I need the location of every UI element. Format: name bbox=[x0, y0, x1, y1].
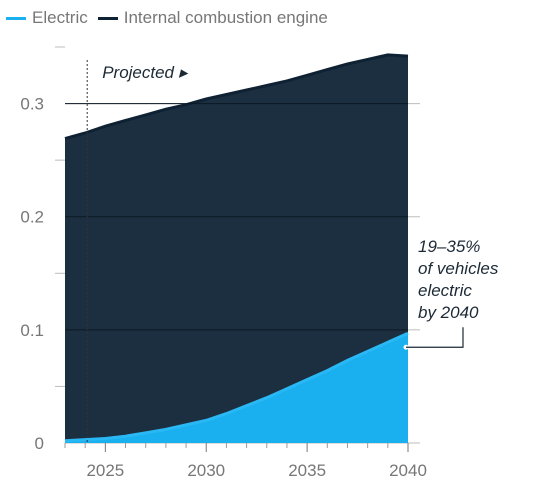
ice-area bbox=[65, 54, 408, 441]
y-tick-label: 0.3 bbox=[20, 95, 44, 114]
area-layer bbox=[64, 53, 409, 443]
annotation-leader bbox=[406, 327, 464, 348]
x-tick-label: 2035 bbox=[288, 461, 326, 480]
axis-layer: 0 0.1 0.2 0.3 2025 2030 2035 2040 bbox=[20, 95, 427, 480]
x-tick-label: 2040 bbox=[389, 461, 427, 480]
x-tick-label: 2025 bbox=[86, 461, 124, 480]
legend-swatch-electric bbox=[6, 16, 26, 20]
annotation-text-line: 19–35% bbox=[418, 237, 480, 256]
x-tick-label: 2030 bbox=[187, 461, 225, 480]
ice-line bbox=[64, 53, 409, 141]
y-tick-label: 0 bbox=[35, 434, 44, 453]
legend: Electric Internal combustion engine bbox=[6, 8, 338, 28]
legend-label-ice: Internal combustion engine bbox=[123, 8, 328, 27]
annotation-text-line: of vehicles bbox=[418, 259, 499, 278]
legend-swatch-ice bbox=[97, 16, 118, 20]
electric-area bbox=[65, 333, 408, 443]
annotation-text-line: by 2040 bbox=[418, 303, 479, 322]
y-tick-label: 0.1 bbox=[20, 321, 44, 340]
legend-label-electric: Electric bbox=[32, 8, 88, 27]
projected-label: Projected ▸ bbox=[102, 63, 189, 82]
annotation-text-line: electric bbox=[418, 281, 472, 300]
y-tick-label: 0.2 bbox=[20, 208, 44, 227]
annotation-layer: Projected ▸ 19–35% of vehicles electric by 2… bbox=[86, 60, 499, 443]
electric-line bbox=[64, 331, 409, 443]
legend-item-electric: Electric bbox=[6, 8, 88, 28]
legend-item-ice: Internal combustion engine bbox=[97, 8, 328, 28]
